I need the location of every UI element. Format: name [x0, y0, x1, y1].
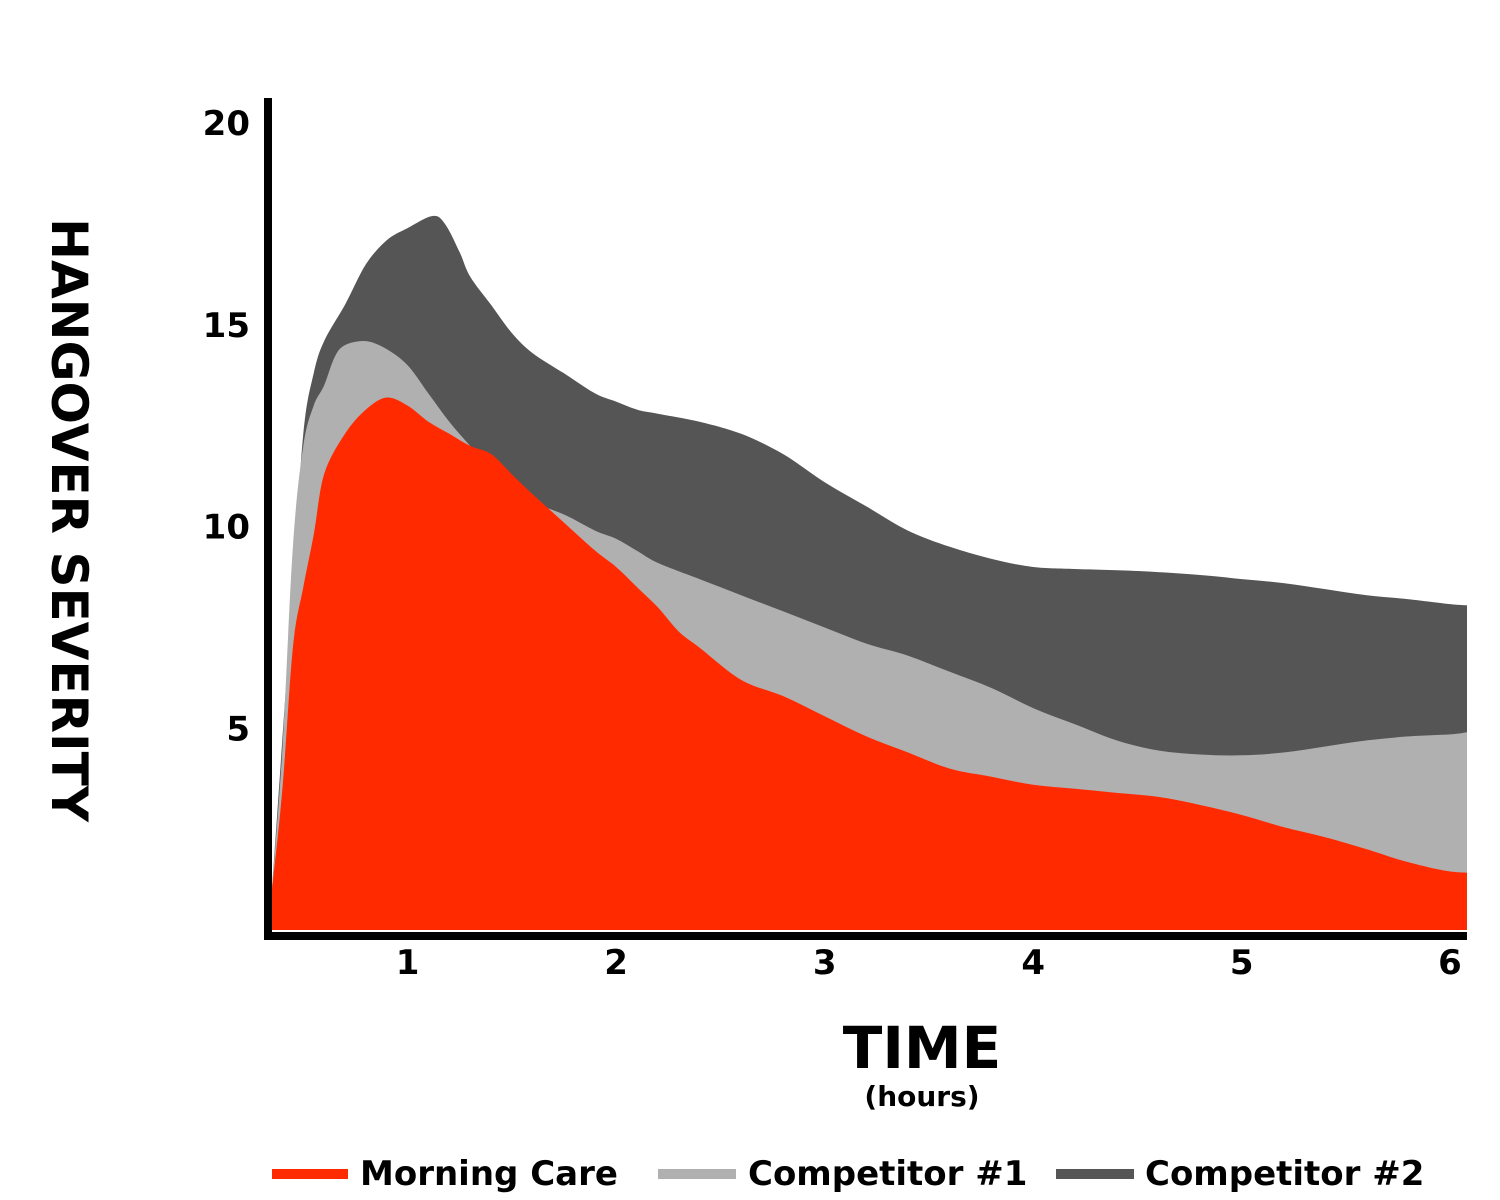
y-axis-label: HANGOVER SEVERITY	[40, 218, 98, 823]
x-tick-label: 2	[604, 943, 628, 983]
legend-item-morning-care: Morning Care	[272, 1154, 618, 1194]
x-tick-label: 5	[1230, 943, 1254, 983]
legend-item-competitor-2: Competitor #2	[1056, 1154, 1424, 1194]
x-tick-labels: 1 2 3 4 5 6	[396, 943, 1462, 983]
legend-item-competitor-1: Competitor #1	[658, 1154, 1027, 1194]
area-morning-care	[272, 397, 1467, 931]
series-areas	[272, 215, 1467, 931]
x-tick-label: 1	[396, 943, 420, 983]
x-tick-label: 3	[813, 943, 837, 983]
x-tick-label: 6	[1438, 943, 1462, 983]
y-tick-labels: 5 10 15 20	[203, 104, 250, 749]
axes	[264, 98, 1467, 940]
x-axis-unit: (hours)	[864, 1080, 979, 1113]
legend-label-competitor-2: Competitor #2	[1145, 1154, 1424, 1194]
legend: Morning Care Competitor #1 Competitor #2	[272, 1154, 1424, 1194]
y-tick-label: 10	[203, 508, 250, 548]
legend-label-morning-care: Morning Care	[360, 1154, 618, 1194]
x-tick-label: 4	[1021, 943, 1045, 983]
y-tick-label: 20	[203, 104, 250, 144]
y-tick-label: 15	[203, 306, 250, 346]
legend-label-competitor-1: Competitor #1	[748, 1154, 1027, 1194]
y-tick-label: 5	[226, 709, 250, 749]
x-axis-label: TIME	[843, 1014, 1001, 1082]
